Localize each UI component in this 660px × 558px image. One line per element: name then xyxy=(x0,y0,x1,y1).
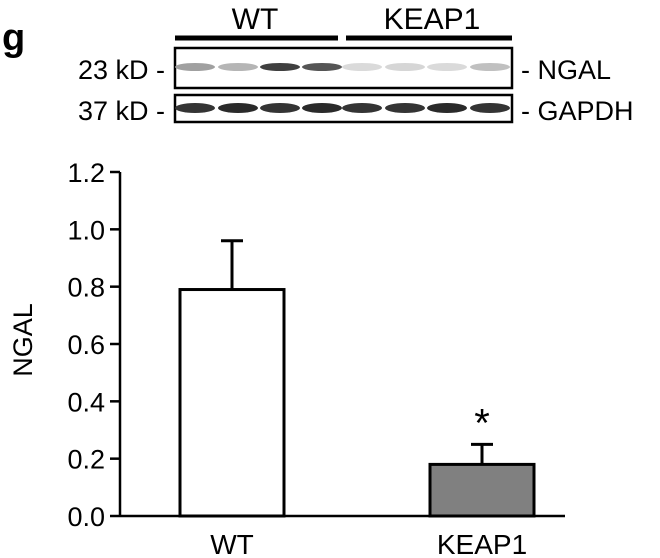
blot-band-5 xyxy=(342,103,382,113)
blot-band-8 xyxy=(470,103,510,113)
y-tick-label: 0.8 xyxy=(67,273,105,303)
blot-marker-37kd: 37 kD - xyxy=(78,96,165,126)
blot-band-3 xyxy=(260,103,300,113)
blot-band-4 xyxy=(302,63,342,71)
x-tick-labels: WT KEAP1 xyxy=(210,529,527,558)
blot-bands-ngal xyxy=(175,63,510,71)
blot-group-label-wt: WT xyxy=(232,3,279,36)
blot-band-1 xyxy=(175,103,215,113)
x-tick-label: WT xyxy=(210,529,254,558)
blot-band-7 xyxy=(427,63,467,71)
blot-band-6 xyxy=(385,63,425,71)
blot-bands-gapdh xyxy=(175,103,510,113)
blot-band-7 xyxy=(427,103,467,113)
blot-band-2 xyxy=(218,103,258,113)
blot-band-3 xyxy=(260,63,300,71)
blot-band-5 xyxy=(342,63,382,71)
panel-label: g xyxy=(2,17,25,59)
bar-keap1 xyxy=(428,462,536,518)
bars: * xyxy=(178,239,536,518)
y-tick-label: 0.4 xyxy=(67,387,105,417)
blot-protein-gapdh: - GAPDH xyxy=(521,96,634,126)
x-tick-label: KEAP1 xyxy=(437,529,527,558)
y-tick-label: 0.0 xyxy=(67,502,105,532)
blot-band-1 xyxy=(175,63,215,71)
blot-protein-ngal: - NGAL xyxy=(521,55,611,85)
y-tick-label: 0.2 xyxy=(67,445,105,475)
y-tick-label: 0.6 xyxy=(67,330,105,360)
western-blot: WT KEAP1 23 kD - - NGAL 37 kD - - GAPDH xyxy=(78,3,634,126)
blot-marker-23kd: 23 kD - xyxy=(78,55,165,85)
significance-marker: * xyxy=(474,401,490,445)
blot-band-2 xyxy=(218,63,258,71)
blot-band-8 xyxy=(470,63,510,71)
blot-group-label-keap1: KEAP1 xyxy=(384,3,481,36)
y-axis-label: NGAL xyxy=(8,303,38,377)
blot-band-4 xyxy=(302,103,342,113)
y-tick-label: 1.0 xyxy=(67,215,105,245)
y-tick-label: 1.2 xyxy=(67,158,105,188)
bar-wt xyxy=(178,288,286,518)
y-ticks: 0.0 0.2 0.4 0.6 0.8 1.0 1.2 xyxy=(67,158,120,532)
bar-chart: NGAL 0.0 0.2 0.4 0.6 0.8 1.0 1.2 * WT KEAP1 xyxy=(8,158,565,558)
blot-band-6 xyxy=(385,103,425,113)
